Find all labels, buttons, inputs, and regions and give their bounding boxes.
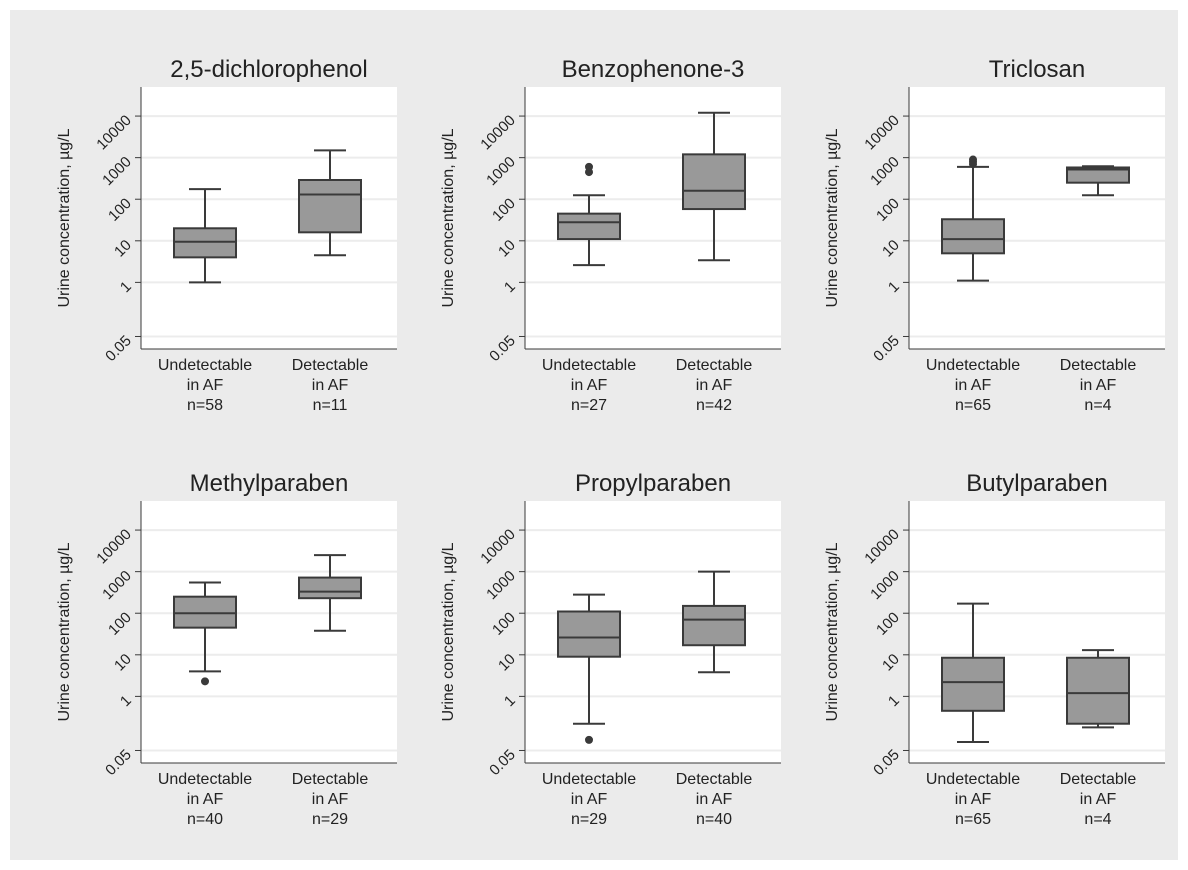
outlier-point	[585, 735, 593, 744]
y-axis-label: Urine concentration, µg/L	[824, 128, 841, 307]
category-label: n=40	[696, 811, 732, 828]
iqr-box	[941, 656, 1005, 712]
category-label: Undetectable	[158, 357, 252, 374]
category-label: n=58	[187, 397, 223, 414]
box-group: Detectable in AF n=42	[676, 111, 753, 414]
y-axis-label: Urine concentration, µg/L	[440, 542, 457, 721]
iqr-box	[557, 212, 621, 241]
category-label: n=4	[1084, 811, 1111, 828]
box-group: Undetectable in AF n=58	[158, 188, 252, 414]
category-label: n=27	[571, 397, 607, 414]
iqr-box	[173, 595, 237, 629]
category-label: Detectable	[1060, 357, 1137, 374]
box-group: Undetectable in AF n=27	[542, 162, 636, 414]
category-label: n=4	[1084, 397, 1111, 414]
outlier-point	[201, 677, 209, 686]
y-axis-label: Urine concentration, µg/L	[824, 542, 841, 721]
category-label: n=29	[312, 811, 348, 828]
box-group: Detectable in AF n=11	[292, 149, 369, 414]
category-label: Undetectable	[158, 771, 252, 788]
chart-title: Methylparaben	[190, 470, 349, 497]
y-axis-label: Urine concentration, µg/L	[440, 128, 457, 307]
chart-title: Benzophenone-3	[562, 56, 745, 83]
plot-area	[909, 87, 1165, 349]
box-group: Detectable in AF n=4	[1060, 165, 1137, 414]
iqr-box	[298, 576, 362, 600]
category-label: in AF	[312, 377, 349, 394]
category-label: in AF	[571, 791, 608, 808]
category-label: Detectable	[1060, 771, 1137, 788]
iqr-box	[682, 604, 746, 647]
category-label: Undetectable	[542, 357, 636, 374]
y-axis-label: Urine concentration, µg/L	[56, 128, 73, 307]
category-label: Detectable	[292, 357, 369, 374]
iqr-box	[682, 153, 746, 211]
outlier-point	[969, 155, 977, 164]
box-group: Undetectable in AF n=40	[158, 581, 252, 828]
category-label: in AF	[955, 791, 992, 808]
category-label: Detectable	[292, 771, 369, 788]
category-label: n=42	[696, 397, 732, 414]
category-label: Undetectable	[542, 771, 636, 788]
category-label: in AF	[187, 791, 224, 808]
box-group: Detectable in AF n=4	[1060, 649, 1137, 828]
plot-area	[141, 501, 397, 763]
chart-title: Propylparaben	[575, 470, 731, 497]
iqr-box	[1066, 656, 1130, 725]
iqr-box	[941, 218, 1005, 255]
category-label: in AF	[696, 791, 733, 808]
box-group: Undetectable in AF n=65	[926, 155, 1020, 414]
category-label: in AF	[571, 377, 608, 394]
box-group: Undetectable in AF n=65	[926, 602, 1020, 828]
outlier-point	[585, 162, 593, 171]
category-label: in AF	[1080, 791, 1117, 808]
category-label: Detectable	[676, 357, 753, 374]
category-label: in AF	[1080, 377, 1117, 394]
category-label: in AF	[955, 377, 992, 394]
category-label: n=40	[187, 811, 223, 828]
iqr-box	[173, 227, 237, 259]
y-axis-label: Urine concentration, µg/L	[56, 542, 73, 721]
category-label: in AF	[696, 377, 733, 394]
category-label: Undetectable	[926, 771, 1020, 788]
box-group: Undetectable in AF n=29	[542, 593, 636, 828]
iqr-box	[1066, 166, 1130, 184]
chart-title: 2,5-dichlorophenol	[170, 56, 367, 83]
category-label: Detectable	[676, 771, 753, 788]
category-label: in AF	[312, 791, 349, 808]
iqr-box	[298, 178, 362, 234]
chart-title: Triclosan	[989, 56, 1085, 83]
chart-panel: 0.051101001000100002,5-dichlorophenolUri…	[56, 56, 397, 414]
category-label: n=11	[313, 397, 348, 414]
box-group: Detectable in AF n=40	[676, 570, 753, 828]
box-group: Detectable in AF n=29	[292, 554, 369, 828]
category-label: n=65	[955, 397, 991, 414]
iqr-box	[557, 610, 621, 658]
category-label: n=65	[955, 811, 991, 828]
chart-title: Butylparaben	[966, 470, 1107, 497]
category-label: Undetectable	[926, 357, 1020, 374]
category-label: n=29	[571, 811, 607, 828]
category-label: in AF	[187, 377, 224, 394]
